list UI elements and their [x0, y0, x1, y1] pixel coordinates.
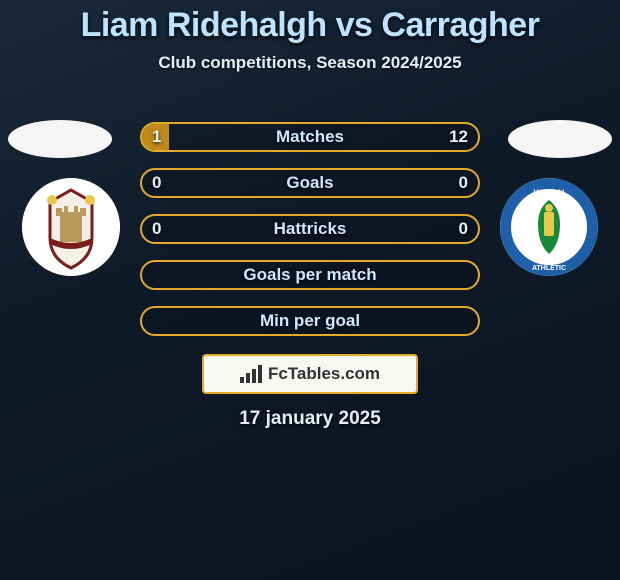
stat-bar-label: Min per goal: [260, 311, 360, 331]
stat-value-right: 0: [459, 219, 468, 239]
stats-bars: Matches 1 12 Goals 0 0 Hattricks 0 0 Goals per ma…: [140, 122, 480, 352]
wigan-crest-icon: WIGAN ATHLETIC: [500, 178, 598, 276]
stevenage-crest-icon: [22, 178, 120, 276]
page-subtitle: Club competitions, Season 2024/2025: [0, 53, 620, 73]
stat-bar: Min per goal: [140, 306, 480, 336]
stat-bar: Goals 0 0: [140, 168, 480, 198]
date-label: 17 january 2025: [0, 408, 620, 430]
brand-label: FcTables.com: [268, 364, 380, 384]
stat-value-left: 1: [152, 127, 161, 147]
stat-value-left: 0: [152, 219, 161, 239]
stat-bar-label: Goals per match: [243, 265, 376, 285]
stat-bar: Goals per match: [140, 260, 480, 290]
stat-bar: Hattricks 0 0: [140, 214, 480, 244]
stat-bar-label: Hattricks: [274, 219, 347, 239]
stat-value-right: 0: [459, 173, 468, 193]
stat-bar: Matches 1 12: [140, 122, 480, 152]
stat-bar-label: Matches: [276, 127, 344, 147]
right-flag-oval: [508, 120, 612, 158]
left-team-crest: [22, 178, 120, 276]
brand-box[interactable]: FcTables.com: [202, 354, 418, 394]
left-flag-oval: [8, 120, 112, 158]
stat-value-right: 12: [449, 127, 468, 147]
bar-chart-icon: [240, 365, 262, 383]
right-team-crest: WIGAN ATHLETIC: [500, 178, 598, 276]
svg-text:ATHLETIC: ATHLETIC: [532, 265, 566, 272]
comparison-card: Liam Ridehalgh vs Carragher Club competi…: [0, 0, 620, 580]
stat-bar-label: Goals: [286, 173, 333, 193]
page-title: Liam Ridehalgh vs Carragher: [0, 0, 620, 45]
svg-text:WIGAN: WIGAN: [534, 188, 565, 198]
stat-value-left: 0: [152, 173, 161, 193]
